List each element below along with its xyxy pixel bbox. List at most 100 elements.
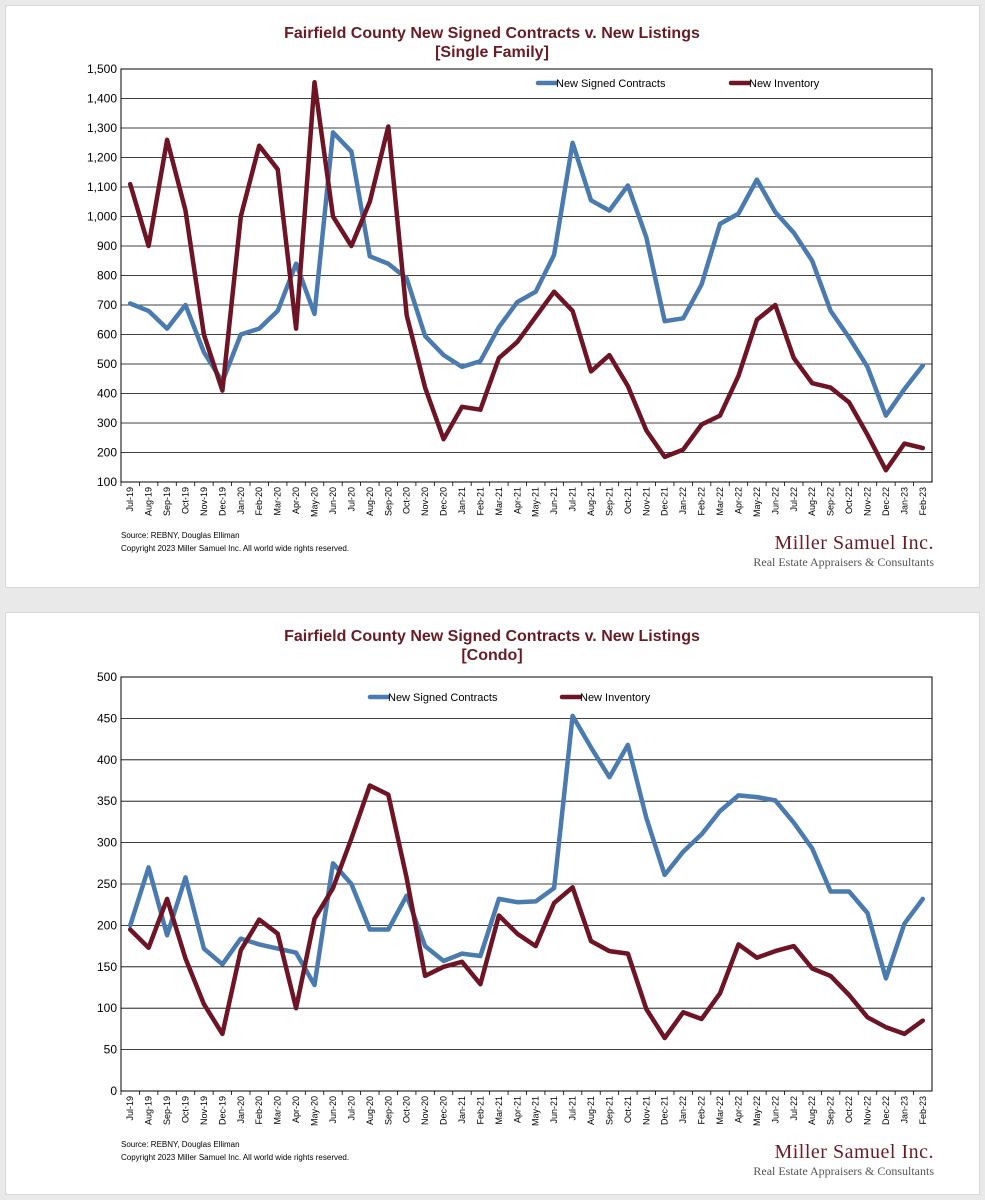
series-line-new-signed-contracts <box>127 130 926 418</box>
data-point <box>718 222 722 226</box>
x-tick-label: Aug-20 <box>365 1096 375 1125</box>
data-point <box>810 381 814 385</box>
x-tick-label: May-21 <box>531 1096 541 1126</box>
data-point <box>921 446 924 450</box>
chart-subtitle: [Condo] <box>461 647 522 664</box>
data-point <box>497 897 501 901</box>
data-point <box>294 1007 298 1010</box>
x-tick-label: Sep-19 <box>162 1096 172 1125</box>
y-tick-label: 800 <box>97 269 117 283</box>
x-tick-label: Nov-20 <box>420 487 430 516</box>
x-tick-label: Dec-22 <box>881 1096 891 1125</box>
data-point <box>700 1017 703 1021</box>
data-point <box>626 952 630 955</box>
x-tick-label: Mar-20 <box>273 487 283 516</box>
x-tick-label: Sep-20 <box>383 1096 393 1125</box>
x-tick-label: Oct-22 <box>844 1096 854 1123</box>
y-tick-label: 1,200 <box>87 151 117 165</box>
x-tick-label: Feb-23 <box>918 1096 928 1125</box>
x-tick-label: Nov-19 <box>199 1096 209 1125</box>
data-point <box>516 932 519 935</box>
x-tick-label: Mar-22 <box>715 1096 725 1125</box>
legend-label: New Signed Contracts <box>556 78 666 90</box>
data-point <box>258 918 261 921</box>
data-point <box>276 168 279 171</box>
y-tick-label: 100 <box>97 475 117 489</box>
data-point <box>571 309 574 313</box>
copyright-note: Copyright 2023 Miller Samuel Inc. All wo… <box>121 1153 349 1162</box>
x-tick-label: Aug-19 <box>144 1096 154 1125</box>
y-tick-label: 0 <box>110 1084 117 1098</box>
data-point <box>774 949 777 953</box>
chart-subtitle: [Single Family] <box>435 44 549 61</box>
data-point <box>331 862 335 865</box>
x-tick-label: Nov-20 <box>420 1096 430 1125</box>
data-point <box>294 262 298 265</box>
data-point <box>755 956 759 959</box>
data-point <box>884 414 888 417</box>
y-tick-label: 1,400 <box>87 92 117 106</box>
data-point <box>405 894 408 897</box>
data-point <box>516 340 519 344</box>
data-point <box>258 144 261 147</box>
x-tick-label: Feb-23 <box>918 487 928 516</box>
source-note: Source: REBNY, Douglas Elliman <box>121 531 240 540</box>
data-point <box>884 469 888 472</box>
x-tick-label: Jul-19 <box>125 487 135 512</box>
y-tick-label: 150 <box>97 960 117 974</box>
data-point <box>755 318 759 321</box>
data-point <box>700 283 703 286</box>
x-tick-label: Jan-20 <box>236 1096 246 1124</box>
data-point <box>626 743 630 747</box>
data-point <box>700 833 703 836</box>
data-point <box>387 928 390 931</box>
data-point <box>165 897 169 901</box>
data-point <box>442 353 445 357</box>
data-point <box>774 303 777 307</box>
data-point <box>405 277 408 280</box>
chart-title: Fairfield County New Signed Contracts v.… <box>284 25 700 42</box>
x-tick-label: Jul-21 <box>568 487 578 512</box>
data-point <box>331 886 335 890</box>
data-point <box>387 125 390 128</box>
data-point <box>184 876 187 879</box>
x-tick-label: Jul-20 <box>346 1096 356 1121</box>
x-tick-label: Jun-21 <box>549 487 559 515</box>
x-tick-label: Apr-22 <box>733 487 743 514</box>
data-point <box>718 992 722 995</box>
data-point <box>350 244 353 248</box>
series-line-new-signed-contracts <box>127 713 926 988</box>
y-tick-label: 400 <box>97 753 117 767</box>
data-point <box>589 370 593 373</box>
x-tick-label: Jan-23 <box>899 1096 909 1124</box>
data-point <box>147 309 150 313</box>
x-tick-label: Oct-20 <box>402 487 412 514</box>
data-point <box>589 939 593 943</box>
data-point <box>221 963 224 966</box>
y-tick-label: 700 <box>97 298 117 312</box>
x-tick-label: Oct-21 <box>623 487 633 514</box>
data-point <box>534 900 537 903</box>
data-point <box>792 231 795 234</box>
data-point <box>571 886 574 889</box>
x-tick-label: Oct-19 <box>181 1096 191 1123</box>
data-point <box>829 974 832 978</box>
data-point <box>258 943 261 946</box>
y-tick-label: 400 <box>97 387 117 401</box>
x-tick-label: Sep-19 <box>162 487 172 516</box>
data-point <box>331 215 335 218</box>
data-point <box>663 320 666 323</box>
y-tick-label: 50 <box>104 1043 118 1057</box>
x-tick-label: Jun-22 <box>770 487 780 515</box>
y-tick-label: 200 <box>97 918 117 932</box>
x-tick-label: Apr-21 <box>512 487 522 514</box>
data-point <box>829 309 832 313</box>
data-point <box>681 317 685 320</box>
x-tick-label: Aug-20 <box>365 487 375 516</box>
data-point <box>903 387 906 391</box>
data-point <box>331 131 335 134</box>
x-tick-label: Nov-21 <box>641 1096 651 1125</box>
data-point <box>884 977 888 980</box>
x-tick-label: Mar-21 <box>494 487 504 516</box>
data-point <box>423 386 427 389</box>
